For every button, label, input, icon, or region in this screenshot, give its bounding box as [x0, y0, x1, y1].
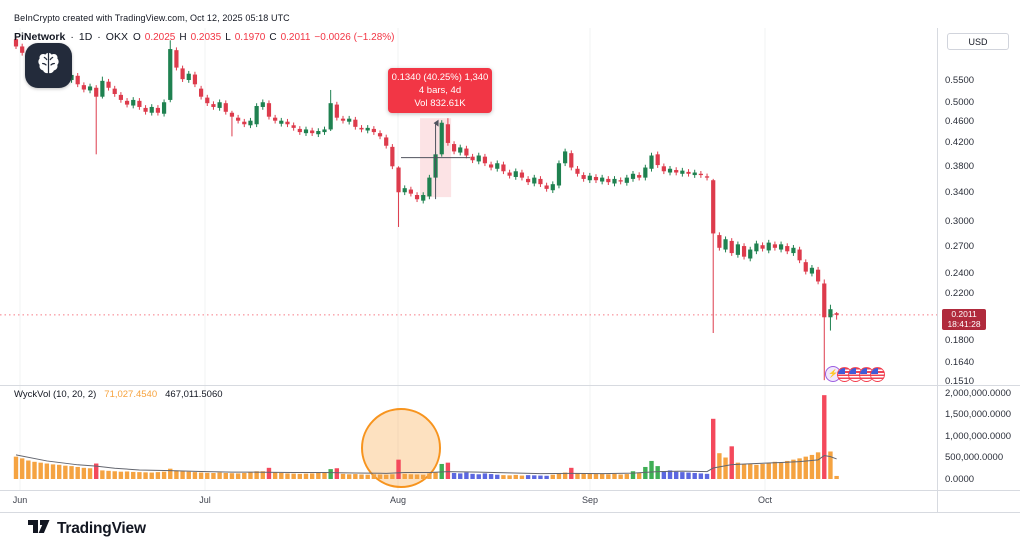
currency-button[interactable]: USD [947, 33, 1009, 50]
price-axis-label: 0.3000 [945, 215, 975, 227]
change-value: −0.0026 (−1.28%) [314, 31, 395, 43]
high-value: 0.2035 [190, 31, 222, 43]
indicator-value-current: 71,027.4540 [104, 389, 158, 400]
time-axis-label: Jun [12, 495, 28, 505]
separator: · [97, 31, 101, 43]
volume-axis-label: 1,500,000.0000 [945, 409, 1012, 420]
tradingview-logo[interactable]: TradingView [28, 518, 146, 540]
volume-axis-label: 2,000,000.0000 [945, 387, 1012, 399]
close-value: 0.2011 [280, 31, 311, 43]
price-axis-divider [937, 28, 938, 512]
time-axis-label: Aug [389, 495, 407, 505]
flag-icon[interactable] [870, 366, 885, 382]
exchange: OKX [105, 31, 128, 43]
pane-divider[interactable] [0, 385, 1020, 386]
open-value: 0.2025 [144, 31, 176, 43]
price-axis-label: 0.3800 [945, 160, 975, 172]
price-axis-label: 0.1510 [945, 376, 975, 388]
ohlc-readout: O 0.2025 H 0.2035 L 0.1970 C 0.2011 −0.0026 … [133, 32, 395, 43]
separator: · [70, 31, 74, 43]
volume-axis-label: 500,000.0000 [945, 452, 1004, 463]
measure-bars: 4 bars, 4d [418, 85, 462, 96]
price-axis-label: 0.1800 [945, 335, 975, 347]
tradingview-logo-icon [28, 518, 50, 540]
price-axis-label: 0.2400 [945, 268, 975, 280]
time-axis-label: Oct [757, 495, 773, 505]
attribution-text: BeInCrypto created with TradingView.com,… [14, 13, 290, 23]
tradingview-logo-text: TradingView [57, 520, 146, 537]
price-axis-label: 0.5000 [945, 96, 975, 108]
time-axis-label: Sep [581, 495, 599, 505]
low-label: L [225, 31, 231, 43]
lightning-glyph: ⚡ [828, 369, 838, 378]
price-axis-label: 0.1640 [945, 356, 975, 368]
symbol-name[interactable]: PiNetwork [14, 31, 66, 43]
event-markers: ⚡ [825, 366, 885, 382]
indicator-legend[interactable]: WyckVol (10, 20, 2) 71,027.4540 467,011.… [14, 389, 223, 400]
close-label: C [269, 31, 277, 43]
measure-volume: Vol 832.61K [414, 98, 466, 109]
high-label: H [179, 31, 187, 43]
time-axis-divider [0, 490, 1020, 491]
volume-axis-label: 0.0000 [945, 473, 975, 485]
time-axis-label: Jul [199, 495, 211, 505]
price-axis-label: 0.4600 [945, 116, 975, 128]
footer-divider [0, 512, 1020, 513]
price-axis-label: 0.2700 [945, 240, 975, 252]
open-label: O [132, 31, 141, 43]
measure-price-change: 0.1340 (40.25%) 1,340 [391, 72, 489, 83]
last-price-value: 0.2011 [951, 309, 977, 319]
volume-axis-label: 1,000,000.0000 [945, 430, 1012, 442]
indicator-value-ma: 467,011.5060 [165, 389, 223, 400]
brain-badge [25, 43, 72, 88]
low-value: 0.1970 [234, 31, 266, 43]
timeframe[interactable]: 1D [78, 31, 93, 43]
symbol-row: PiNetwork · 1D · OKX O 0.2025 H 0.2035 L 0.… [14, 31, 394, 43]
indicator-name[interactable]: WyckVol (10, 20, 2) [14, 389, 97, 400]
price-axis-label: 0.3400 [945, 186, 975, 198]
price-axis-label: 0.2200 [945, 288, 975, 300]
measure-tooltip: 0.1340 (40.25%) 1,340 4 bars, 4d Vol 832… [388, 68, 492, 113]
price-axis-label: 0.4200 [945, 137, 975, 149]
bar-countdown: 18:41:28 [947, 318, 981, 329]
last-price-badge: 0.2011 18:41:28 [942, 309, 986, 330]
brain-icon [35, 50, 62, 82]
price-axis-label: 0.5500 [945, 74, 975, 86]
